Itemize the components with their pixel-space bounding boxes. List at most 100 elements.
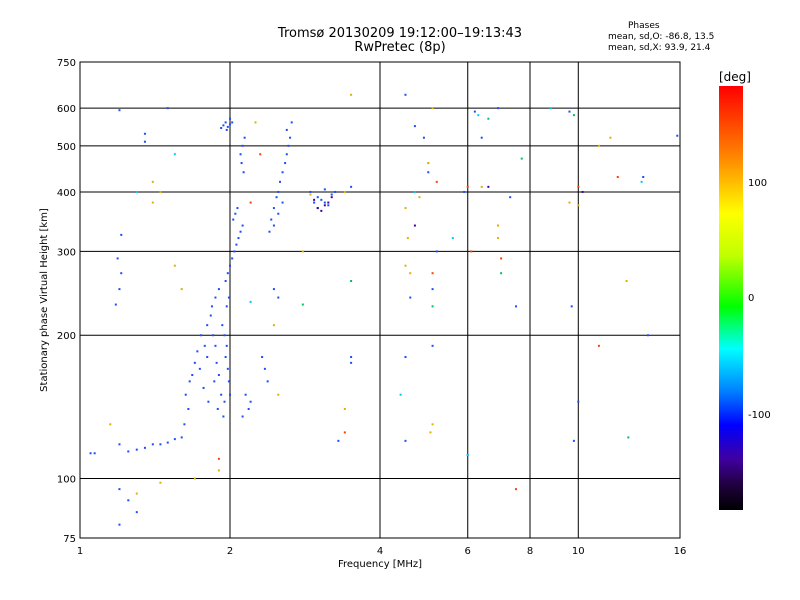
- data-point: [413, 224, 416, 227]
- data-point: [404, 264, 407, 267]
- data-point: [496, 237, 499, 240]
- data-point: [173, 153, 176, 156]
- data-point: [640, 180, 643, 183]
- data-point: [431, 107, 434, 110]
- data-point: [572, 439, 575, 442]
- data-point: [223, 334, 226, 337]
- y-tick-label: 300: [57, 247, 76, 258]
- data-point: [89, 452, 92, 455]
- data-point: [431, 288, 434, 291]
- data-point: [229, 123, 231, 126]
- data-point: [515, 488, 518, 491]
- data-point: [215, 361, 218, 364]
- data-point: [281, 171, 284, 174]
- data-point: [226, 272, 229, 275]
- data-point: [572, 114, 575, 117]
- data-point: [159, 443, 162, 446]
- data-point: [316, 196, 319, 199]
- data-point: [313, 201, 316, 204]
- data-point: [127, 499, 130, 502]
- data-point: [135, 190, 138, 193]
- y-tick-label: 75: [63, 534, 76, 545]
- data-points: [89, 93, 679, 526]
- data-point: [180, 288, 183, 291]
- data-point: [270, 218, 273, 221]
- data-point: [268, 230, 271, 233]
- data-point: [431, 344, 434, 347]
- data-point: [343, 407, 346, 410]
- data-point: [327, 201, 330, 204]
- data-point: [350, 185, 353, 188]
- data-point: [241, 224, 244, 227]
- data-point: [212, 334, 215, 337]
- data-point: [320, 198, 323, 201]
- data-point: [241, 144, 244, 147]
- data-point: [277, 190, 280, 193]
- y-tick-label: 600: [57, 104, 76, 115]
- data-point: [224, 121, 227, 124]
- data-point: [241, 415, 244, 418]
- data-point: [227, 296, 230, 299]
- x-tick-label: 16: [674, 546, 687, 557]
- data-point: [422, 136, 425, 139]
- data-point: [646, 334, 649, 337]
- data-point: [334, 190, 337, 193]
- data-point: [232, 218, 235, 221]
- data-point: [431, 305, 434, 308]
- data-point: [272, 324, 275, 327]
- data-point: [263, 367, 266, 370]
- data-point: [409, 296, 412, 299]
- data-point: [466, 185, 469, 188]
- data-point: [261, 356, 264, 359]
- phase-stats-x: mean, sd,X: 93.9, 21.4: [608, 43, 711, 53]
- data-point: [500, 272, 503, 275]
- y-tick-labels: 75 100 200 300 400 500 600 750: [57, 58, 76, 545]
- colorbar-unit-label: [deg]: [719, 70, 751, 84]
- data-point: [237, 237, 240, 240]
- data-point: [151, 201, 154, 204]
- data-point: [203, 344, 206, 347]
- data-point: [404, 93, 407, 96]
- data-point: [226, 367, 229, 370]
- data-point: [247, 407, 250, 410]
- data-point: [277, 212, 280, 215]
- x-tick-labels: 1 2 4 6 8 10 16: [77, 546, 687, 557]
- data-point: [173, 438, 176, 441]
- data-point: [196, 350, 199, 353]
- data-point: [235, 243, 238, 246]
- data-point: [209, 314, 212, 317]
- data-point: [577, 400, 580, 403]
- data-point: [217, 457, 220, 460]
- colorbar-tick-0: 0: [748, 293, 755, 304]
- data-point: [413, 190, 416, 193]
- data-point: [116, 257, 119, 260]
- data-point: [451, 237, 454, 240]
- data-point: [151, 443, 154, 446]
- data-point: [399, 393, 402, 396]
- data-point: [676, 134, 679, 137]
- data-point: [272, 207, 275, 210]
- data-point: [120, 272, 123, 275]
- data-point: [431, 272, 434, 275]
- data-point: [200, 334, 203, 337]
- data-point: [327, 204, 330, 207]
- data-point: [135, 448, 138, 451]
- data-point: [350, 280, 353, 283]
- data-point: [473, 110, 476, 113]
- data-point: [159, 481, 162, 484]
- data-point: [597, 144, 600, 147]
- data-point: [227, 380, 230, 383]
- chart-subtitle: RwPretec (8p): [354, 40, 446, 55]
- data-point: [166, 107, 169, 110]
- data-point: [272, 288, 275, 291]
- data-point: [277, 296, 280, 299]
- data-point: [301, 250, 304, 253]
- data-point: [480, 136, 483, 139]
- colorbar-tick-minus-100: -100: [748, 410, 771, 421]
- data-point: [187, 407, 190, 410]
- data-point: [118, 109, 121, 112]
- data-point: [249, 201, 252, 204]
- data-point: [343, 190, 346, 193]
- data-point: [289, 136, 292, 139]
- x-tick-label: 8: [527, 546, 533, 557]
